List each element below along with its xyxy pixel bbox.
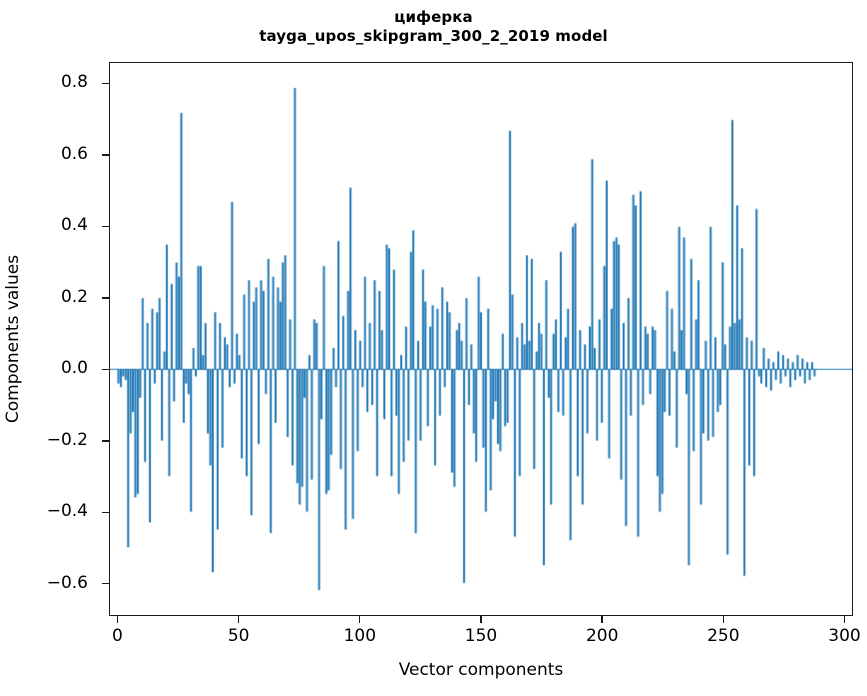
y-axis-label: Components values (2, 62, 24, 616)
x-tick-label: 200 (585, 626, 619, 646)
x-tick-label: 50 (227, 626, 250, 646)
y-tick-label: −0.6 (46, 572, 88, 593)
y-tick-mark (102, 82, 109, 85)
y-tick-mark (102, 583, 109, 585)
x-tick-label: 0 (112, 626, 123, 646)
y-tick-mark (102, 440, 109, 442)
y-tick-mark (102, 225, 109, 228)
x-tick-mark (601, 616, 603, 623)
y-tick-label: −0.2 (46, 429, 88, 450)
plot-area (109, 62, 853, 616)
bar-series-canvas (110, 63, 852, 615)
x-tick-mark (237, 616, 240, 623)
x-tick-mark (722, 616, 724, 623)
x-tick-label: 300 (828, 626, 861, 646)
x-tick-mark (843, 616, 846, 623)
y-axis-label-text: Components values (3, 254, 23, 424)
chart-title-line-2: tayga_upos_skipgram_300_2_2019 model (259, 27, 608, 46)
y-tick-label: 0.4 (60, 215, 88, 236)
x-tick-label: 150 (464, 626, 498, 646)
chart-title-line-1: циферка (394, 8, 473, 26)
chart-title: циферка tayga_upos_skipgram_300_2_2019 m… (0, 8, 867, 46)
y-tick-mark (102, 368, 109, 371)
y-tick-label: 0.6 (60, 143, 88, 164)
x-axis-label: Vector components (398, 660, 564, 680)
x-tick-label: 100 (343, 626, 377, 646)
y-tick-mark (102, 154, 109, 156)
y-tick-mark (102, 511, 109, 513)
y-tick-label: 0.8 (60, 72, 88, 93)
y-tick-mark (102, 297, 109, 299)
y-tick-label: −0.4 (46, 501, 88, 522)
x-tick-mark (359, 616, 361, 623)
y-tick-label: 0.2 (60, 286, 88, 307)
x-tick-label: 250 (707, 626, 740, 646)
y-tick-label: 0.0 (60, 358, 88, 379)
x-tick-mark (480, 616, 482, 623)
x-tick-mark (116, 616, 119, 623)
